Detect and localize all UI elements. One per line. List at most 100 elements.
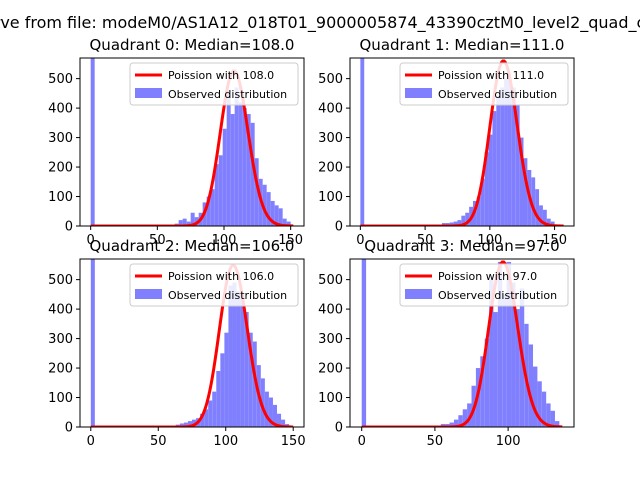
subplot-title: Quadrant 1: Median=111.0 [360,36,565,54]
histogram-bar [480,356,485,427]
y-tick-label: 0 [335,220,343,235]
histogram-bar [266,192,271,226]
poisson-curve [360,59,564,226]
poisson-curve [90,69,294,226]
histogram-bar [500,87,505,226]
histogram-bar [230,114,235,226]
histogram-bar [546,403,551,427]
histogram-bar [240,294,245,427]
histogram-bar [274,205,279,226]
x-tick-label: 50 [417,233,434,248]
y-tick-label: 300 [48,131,73,146]
histogram-bar [182,218,187,226]
histogram-bar [214,164,219,226]
histogram-bar [480,178,485,226]
x-tick-label: 0 [87,233,95,248]
y-tick-label: 400 [318,303,343,318]
histogram-bar [360,58,365,226]
histogram-bar [187,421,192,427]
histogram-bar [90,259,95,427]
subplot-0: 0 50 100 150 0 100 200 300 400 500 Quadrant 0: Med… [48,36,305,248]
legend-box [129,62,299,106]
y-tick-label: 100 [318,391,343,406]
plot-area [90,259,294,427]
histogram-bar [281,419,286,427]
x-tick-label: 0 [358,434,366,449]
histogram-bar [502,294,507,427]
axes-frame [349,258,575,428]
histogram-bar [242,108,247,226]
axes-frame [79,57,305,227]
legend: Poission with 108.0 Observed distribution [129,62,299,106]
histogram-bar [278,208,283,226]
y-tick-label: 100 [48,190,73,205]
histogram-bar [550,221,555,226]
histogram-bar [497,261,503,427]
histogram-bar [531,177,536,226]
histogram-bar [90,58,95,226]
legend: Poission with 97.0 Observed distribution [399,263,569,307]
histogram-bar [250,122,255,226]
histogram-bar [453,221,458,226]
histogram-bar [226,90,231,226]
legend-bar-swatch [135,88,162,98]
y-tick-label: 500 [318,273,343,288]
poisson-curve [90,263,294,427]
histogram-bar [262,184,267,226]
subplot-title: Quadrant 0: Median=108.0 [90,36,295,54]
histogram-bar [277,413,282,427]
histogram-bar [449,422,454,427]
histogram-bar [252,341,257,427]
legend-bar-swatch [405,289,432,299]
legend-label: Poission with 97.0 [438,270,537,283]
histogram-bar [484,338,490,427]
y-tick-label: 200 [318,362,343,377]
plot-area [90,58,294,226]
x-tick-label: 150 [542,233,567,248]
histogram-bar [208,400,213,427]
histogram-bar [248,332,253,427]
x-tick-label: 50 [150,434,167,449]
histogram-bar [541,391,547,427]
histogram-bar [467,403,472,427]
histogram-bar [453,419,459,427]
legend: Poission with 106.0 Observed distribution [129,263,299,307]
histogram-bar [535,189,540,226]
histogram-bar [523,158,528,226]
subplot-2: 0 50 100 150 0 100 200 300 400 500 Quadrant 2: Med… [48,237,305,449]
histogram-bar [515,309,520,427]
y-tick-label: 0 [65,421,73,436]
y-tick-label: 500 [48,273,73,288]
histogram-bar [206,196,211,226]
histogram-bar [186,221,191,226]
histogram-bar [264,391,269,427]
legend-label: Poission with 106.0 [168,270,274,283]
y-tick-label: 200 [48,362,73,377]
x-tick-label: 0 [87,434,95,449]
histogram-bar [200,413,205,427]
histogram-bar [515,105,520,226]
x-tick-label: 100 [477,233,502,248]
x-tick-label: 100 [213,434,238,449]
histogram-bar [546,218,551,226]
histogram-bar [542,209,547,226]
histogram-bar [232,282,237,427]
histogram-bar [222,128,227,226]
plot-area [361,259,563,427]
histogram-bar [272,404,278,427]
histogram-bar [238,102,243,226]
histogram-bar [224,332,229,427]
plot-area [360,58,564,226]
histogram-bar [462,409,468,427]
x-tick-label: 0 [356,233,364,248]
histogram-bar [246,114,251,226]
legend-label: Observed distribution [168,289,287,302]
y-tick-label: 0 [65,220,73,235]
y-tick-label: 300 [48,332,73,347]
histogram-bar [244,312,249,427]
y-tick-label: 400 [318,102,343,117]
histogram-bar [254,158,259,226]
histogram-bar [268,397,273,427]
histogram-bar [504,78,508,226]
